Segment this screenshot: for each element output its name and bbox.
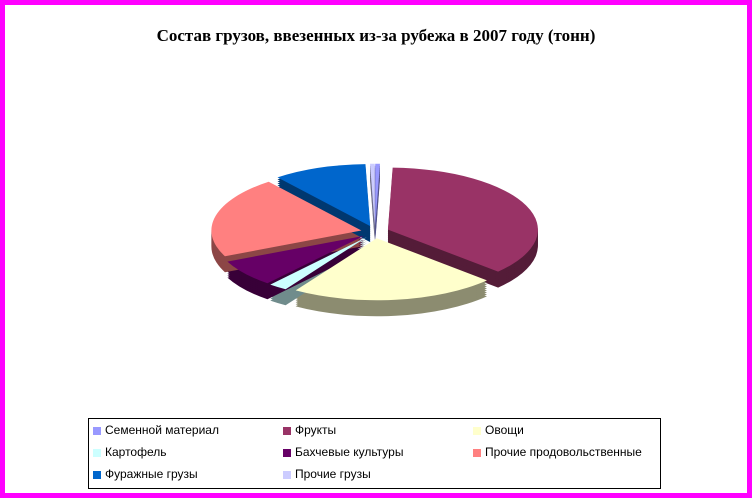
legend-swatch: [283, 427, 291, 435]
slice: [295, 238, 487, 301]
legend: [88, 418, 661, 489]
legend-swatch: [473, 449, 481, 457]
chart-title: Состав грузов, ввезенных из-за рубежа в …: [157, 26, 596, 45]
legend-swatch: [283, 471, 291, 479]
legend-label: Фуражные грузы: [105, 467, 198, 481]
legend-label: Картофель: [105, 445, 167, 459]
legend-swatch: [93, 471, 101, 479]
legend-swatch: [93, 449, 101, 457]
slice: [227, 235, 364, 284]
legend-swatch: [93, 427, 101, 435]
legend-label: Семенной материал: [105, 423, 219, 437]
legend-label: Прочие грузы: [295, 467, 371, 481]
slice: [277, 164, 371, 227]
legend-label: Овощи: [485, 423, 524, 437]
slice: [211, 181, 362, 257]
legend-swatch: [283, 449, 291, 457]
slice: [270, 237, 367, 290]
legend-label: Фрукты: [295, 423, 336, 437]
legend-label: Бахчевые культуры: [295, 445, 403, 459]
slice: [375, 163, 380, 226]
slice: [387, 167, 538, 272]
legend-swatch: [473, 427, 481, 435]
legend-label: Прочие продовольственные: [485, 445, 642, 459]
slice: [370, 163, 375, 226]
